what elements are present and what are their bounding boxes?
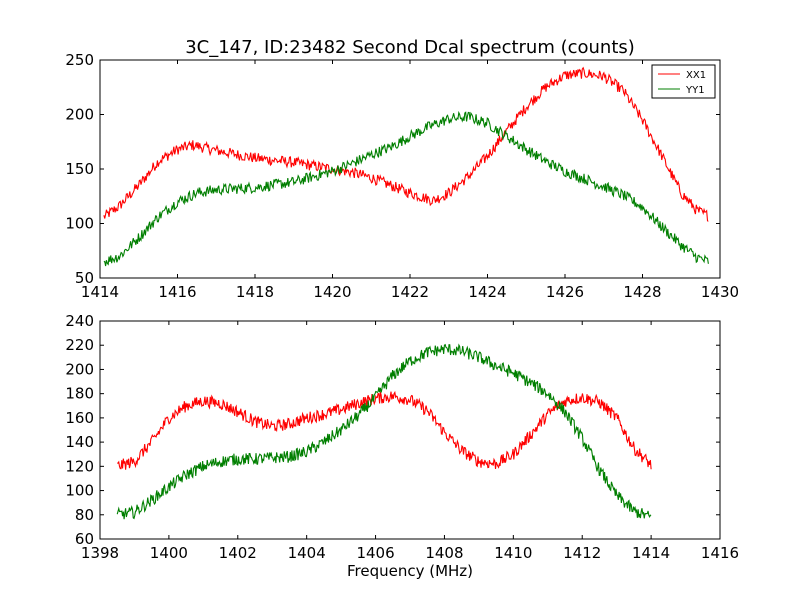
top-plot-area — [100, 60, 720, 278]
bottom-x-tick-label: 1402 — [219, 544, 257, 562]
top-x-tick-label: 1418 — [236, 283, 274, 301]
bottom-series-xx1-line — [117, 390, 652, 470]
top-plot: 1414 1416 1418 1420 1422 1424 1426 1428 1430 50 10… — [65, 51, 739, 301]
top-y-tick-label: 100 — [65, 215, 94, 233]
top-x-tick-label: 1428 — [623, 283, 661, 301]
bottom-plot-area — [100, 321, 720, 539]
chart-title: 3C_147, ID:23482 Second Dcal spectrum (c… — [185, 37, 635, 58]
bottom-x-tick-label: 1416 — [701, 544, 739, 562]
top-series-yy1-line — [103, 110, 709, 267]
bottom-series-yy1-line — [116, 343, 652, 520]
bottom-x-tick-label: 1408 — [425, 544, 463, 562]
bottom-x-tick-label: 1410 — [494, 544, 532, 562]
top-x-tick-label: 1424 — [468, 283, 506, 301]
bottom-x-tick-label: 1404 — [288, 544, 326, 562]
bottom-y-tick-label: 80 — [75, 506, 94, 524]
bottom-plot: 1398 1400 1402 1404 1406 1408 1410 1412 1414 1416… — [65, 312, 739, 562]
bottom-y-tick-label: 240 — [65, 312, 94, 330]
bottom-x-tick-label: 1406 — [356, 544, 394, 562]
top-x-tick-label: 1414 — [81, 283, 119, 301]
legend-label-xx1: XX1 — [686, 70, 706, 81]
bottom-y-tick-label: 160 — [65, 409, 94, 427]
bottom-y-tick-label: 220 — [65, 336, 94, 354]
top-y-tick-label: 200 — [65, 106, 94, 124]
legend-label-yy1: YY1 — [685, 85, 705, 96]
top-y-tick-label: 250 — [65, 51, 94, 69]
top-y-tick-label: 150 — [65, 160, 94, 178]
bottom-x-tick-label: 1400 — [150, 544, 188, 562]
top-x-tick-label: 1420 — [313, 283, 351, 301]
top-x-tick-label: 1426 — [546, 283, 584, 301]
top-x-tick-label: 1430 — [701, 283, 739, 301]
bottom-x-axis-label: Frequency (MHz) — [347, 562, 473, 580]
bottom-x-tick-label: 1398 — [81, 544, 119, 562]
bottom-y-tick-label: 60 — [75, 530, 94, 548]
bottom-y-tick-label: 140 — [65, 433, 94, 451]
top-x-tick-label: 1422 — [391, 283, 429, 301]
top-y-tick-label: 50 — [75, 269, 94, 287]
bottom-y-tick-label: 180 — [65, 385, 94, 403]
top-series-xx1-line — [103, 66, 709, 222]
bottom-x-tick-label: 1412 — [563, 544, 601, 562]
bottom-y-tick-label: 120 — [65, 457, 94, 475]
top-x-tick-label: 1416 — [158, 283, 196, 301]
bottom-y-tick-label: 200 — [65, 360, 94, 378]
bottom-plot-frame — [99, 320, 721, 540]
legend-box — [651, 64, 716, 99]
bottom-x-tick-label: 1414 — [632, 544, 670, 562]
bottom-y-tick-label: 100 — [65, 482, 94, 500]
